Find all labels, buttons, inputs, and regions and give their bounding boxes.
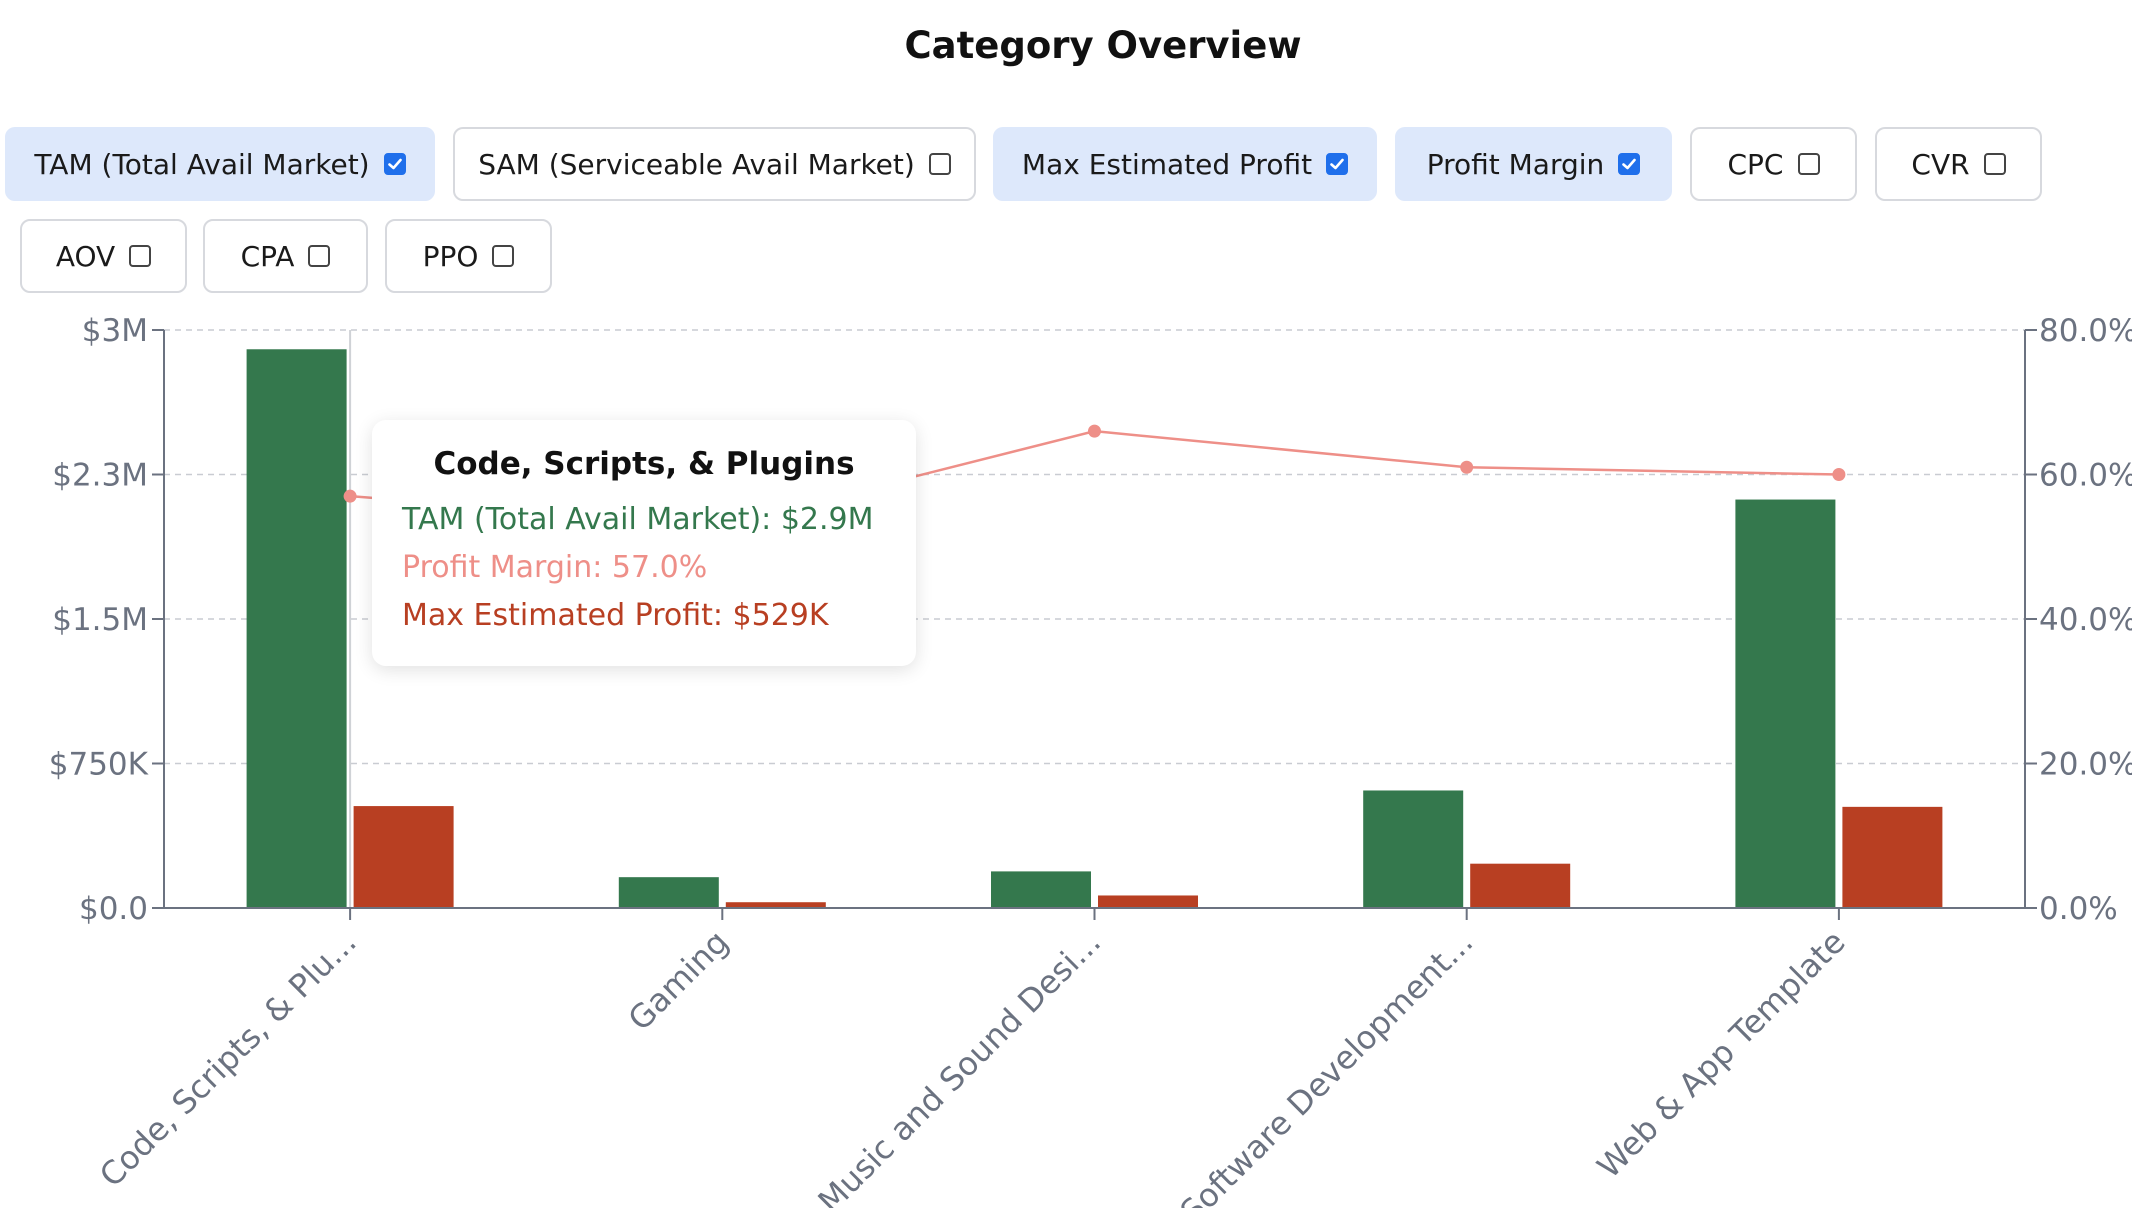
toggle-cpa[interactable]: CPA (203, 219, 368, 293)
toggle-label: Max Estimated Profit (1021, 147, 1313, 181)
check-icon (387, 158, 402, 170)
toggle-cvr[interactable]: CVR (1875, 127, 2042, 201)
tooltip-line-tam: TAM (Total Avail Market): $2.9M (402, 502, 874, 537)
bar-max-profit (1842, 806, 1943, 908)
bar-max-profit (1098, 895, 1198, 908)
checkbox-checked[interactable] (1618, 153, 1641, 175)
toggle-label: PPO (422, 239, 479, 273)
tooltip-line-max-profit: Max Estimated Profit: $529K (402, 598, 829, 633)
y-left-tick-label: $750K (49, 747, 149, 783)
checkbox-checked[interactable] (1326, 153, 1349, 175)
x-tick-label: Code, Scripts, & Plu... (92, 923, 364, 1195)
y-right-tick-label: 0.0% (2039, 891, 2118, 927)
toggle-label: AOV (55, 239, 116, 273)
tooltip-title: Code, Scripts, & Plugins (433, 446, 855, 482)
bar-max-profit (725, 902, 826, 908)
chart-tooltip: Code, Scripts, & Plugins TAM (Total Avai… (372, 420, 916, 666)
toggle-aov[interactable]: AOV (20, 219, 187, 293)
chart-title: Category Overview (904, 24, 1302, 67)
y-right-tick-label: 20.0% (2039, 747, 2132, 783)
bar-tam (1363, 790, 1464, 908)
toggle-sam[interactable]: SAM (Serviceable Avail Market) (453, 127, 976, 201)
x-tick-label: Web & App Template (1590, 923, 1853, 1186)
y-right-tick-label: 40.0% (2039, 602, 2132, 638)
y-left-tick-label: $0.0 (79, 891, 148, 927)
x-tick-label: Music and Sound Desi... (811, 923, 1109, 1208)
y-right-tick-label: 80.0% (2039, 313, 2132, 349)
checkbox[interactable] (129, 245, 152, 267)
x-tick-label: Gaming (621, 923, 736, 1038)
tooltip-line-profit-margin: Profit Margin: 57.0% (402, 550, 708, 585)
toggle-label: TAM (Total Avail Market) (34, 147, 370, 181)
checkbox[interactable] (308, 245, 331, 267)
toggle-cpc[interactable]: CPC (1690, 127, 1857, 201)
checkbox[interactable] (928, 153, 951, 175)
metric-toggles: TAM (Total Avail Market) SAM (Serviceabl… (0, 0, 2132, 300)
y-left-tick-label: $1.5M (52, 602, 148, 638)
profit-margin-point (1088, 424, 1101, 438)
profit-margin-point (1832, 468, 1846, 481)
x-tick-label: Software Development... (1173, 923, 1481, 1208)
check-icon (1622, 158, 1637, 170)
y-left-tick-label: $3M (82, 313, 148, 349)
checkbox[interactable] (1983, 153, 2006, 175)
toggle-label: CVR (1911, 147, 1970, 181)
bar-max-profit (353, 806, 454, 908)
toggle-ppo[interactable]: PPO (385, 219, 552, 293)
profit-margin-point (1460, 460, 1474, 474)
checkbox[interactable] (1797, 153, 1820, 175)
profit-margin-point (343, 489, 357, 503)
toggle-tam[interactable]: TAM (Total Avail Market) (5, 127, 435, 201)
bar-tam (618, 877, 719, 908)
y-left-tick-label: $2.3M (52, 458, 148, 494)
bar-tam (991, 871, 1091, 908)
check-icon (1330, 158, 1344, 170)
bar-tam (246, 349, 347, 908)
toggle-max-estimated-profit[interactable]: Max Estimated Profit (993, 127, 1377, 201)
toggle-label: Profit Margin (1426, 147, 1605, 181)
checkbox[interactable] (492, 245, 515, 267)
toggle-label: SAM (Serviceable Avail Market) (478, 147, 915, 181)
y-right-tick-label: 60.0% (2039, 458, 2132, 494)
toggle-label: CPC (1727, 147, 1784, 181)
bar-max-profit (1470, 863, 1571, 908)
checkbox-checked[interactable] (383, 153, 406, 175)
toggle-label: CPA (240, 239, 295, 273)
bar-tam (1735, 499, 1836, 908)
toggle-profit-margin[interactable]: Profit Margin (1395, 127, 1672, 201)
